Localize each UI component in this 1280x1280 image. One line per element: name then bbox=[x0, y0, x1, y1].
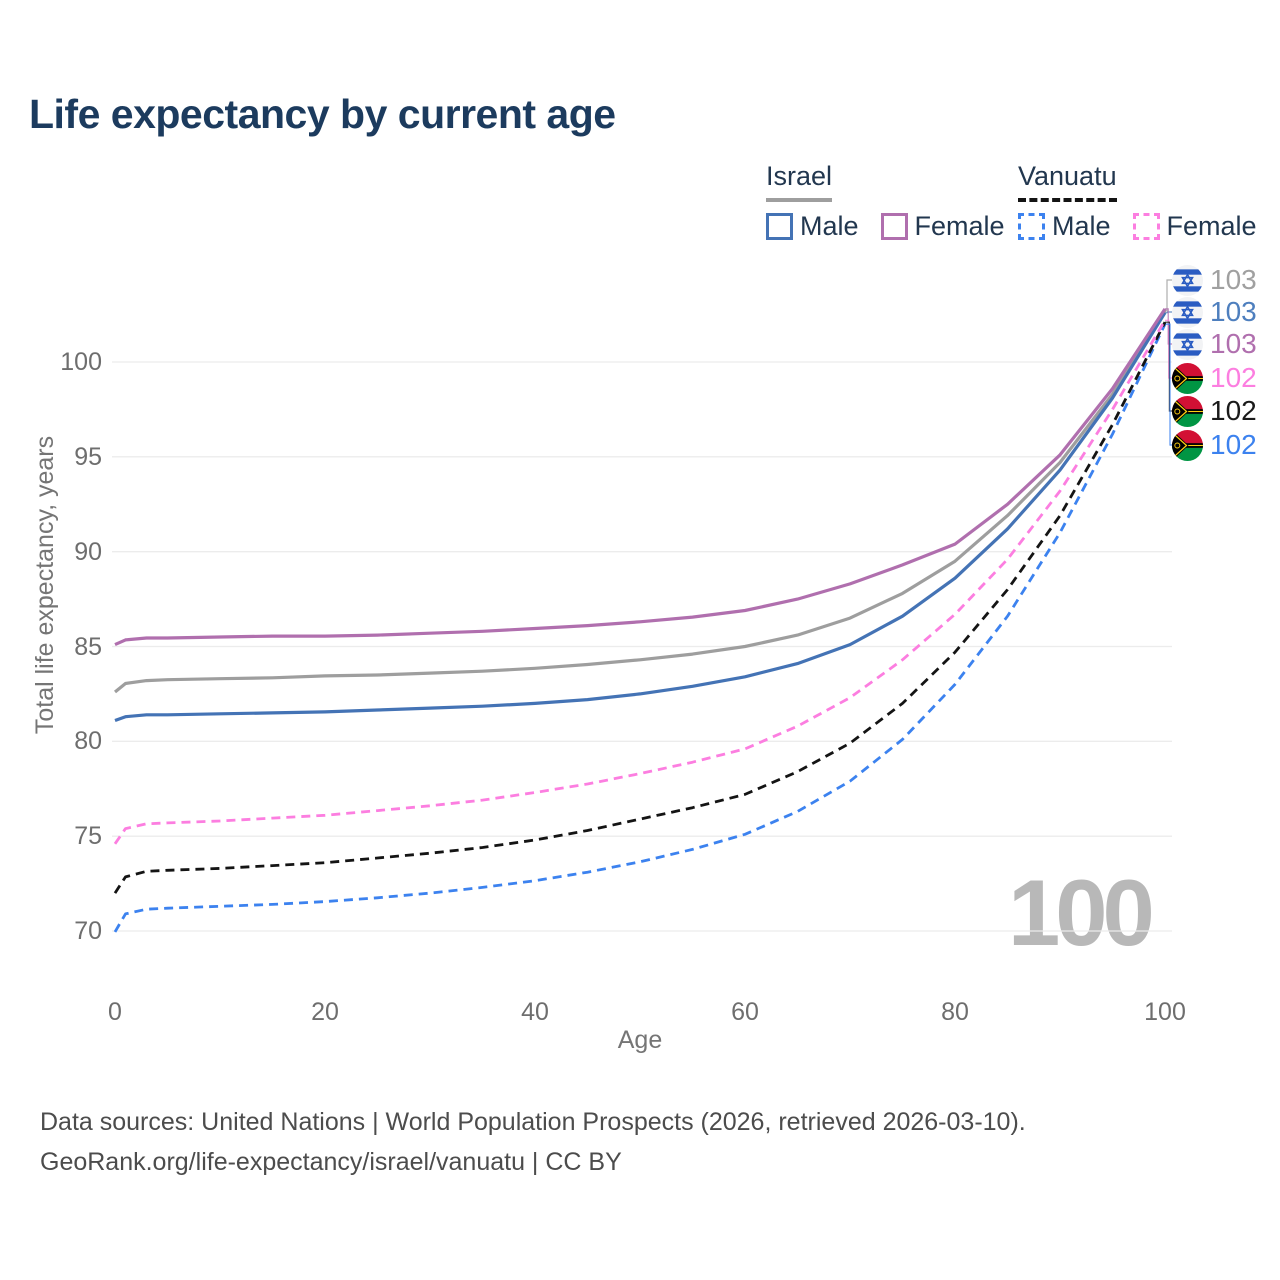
series-line-vanuatu-total[interactable] bbox=[113, 321, 1167, 894]
series-line-vanuatu-female[interactable] bbox=[113, 319, 1167, 845]
israel-flag-icon bbox=[1172, 328, 1203, 360]
vanuatu-flag-icon bbox=[1172, 395, 1203, 427]
leader-line-israel-total bbox=[1165, 279, 1172, 312]
x-tick-label-40: 40 bbox=[521, 998, 549, 1026]
legend-label: Male bbox=[800, 211, 859, 241]
x-tick-label-100: 100 bbox=[1144, 998, 1186, 1026]
end-label-value: 102 bbox=[1210, 395, 1257, 426]
y-tick-label-80: 80 bbox=[74, 727, 102, 756]
end-label-value: 102 bbox=[1210, 362, 1257, 393]
legend-item-vanuatu-female[interactable]: Female bbox=[1132, 211, 1257, 242]
y-tick-label-90: 90 bbox=[74, 537, 102, 566]
watermark-100: 100 bbox=[1008, 860, 1155, 965]
end-label-value: 103 bbox=[1210, 264, 1257, 295]
y-tick-label-95: 95 bbox=[74, 442, 102, 471]
x-tick-label-0: 0 bbox=[108, 998, 122, 1026]
leader-line-vanuatu-female bbox=[1165, 319, 1172, 379]
israel-female-swatch-icon bbox=[880, 213, 908, 240]
end-label-value: 102 bbox=[1210, 429, 1257, 460]
vanuatu-flag-icon bbox=[1172, 429, 1203, 461]
leader-line-israel-male bbox=[1165, 311, 1172, 314]
legend-header-vanuatu[interactable]: Vanuatu bbox=[1018, 161, 1117, 202]
israel-male-swatch-icon bbox=[766, 213, 793, 240]
series-line-israel-female[interactable] bbox=[114, 308, 1167, 647]
series-line-israel-total[interactable] bbox=[113, 309, 1167, 694]
end-label-vanuatu-total: 102 bbox=[1172, 395, 1257, 427]
end-label-value: 103 bbox=[1210, 296, 1257, 327]
leader-line-vanuatu-male bbox=[1165, 323, 1172, 446]
chart-title: Life expectancy by current age bbox=[29, 91, 616, 137]
end-label-israel-male: 103 bbox=[1172, 296, 1257, 328]
legend-item-israel-male[interactable]: Male bbox=[766, 211, 859, 242]
series-line-vanuatu-male[interactable] bbox=[113, 323, 1167, 933]
legend-item-israel-female[interactable]: Female bbox=[880, 211, 1005, 242]
footer-data-sources: Data sources: United Nations | World Pop… bbox=[40, 1108, 1026, 1136]
series-line-israel-male[interactable] bbox=[114, 311, 1167, 723]
legend-group-israel: Israel Male Female bbox=[766, 161, 1005, 242]
israel-flag-icon bbox=[1172, 264, 1203, 296]
legend-items-vanuatu: Male Female bbox=[1018, 211, 1257, 242]
legend-group-vanuatu: Vanuatu Male Female bbox=[1018, 161, 1257, 242]
y-tick-label-70: 70 bbox=[74, 917, 102, 945]
legend-label: Female bbox=[914, 211, 1005, 241]
y-tick-label-100: 100 bbox=[60, 348, 102, 376]
y-tick-label-75: 75 bbox=[74, 822, 102, 851]
vanuatu-female-swatch-icon bbox=[1132, 213, 1160, 240]
legend-item-vanuatu-male[interactable]: Male bbox=[1018, 211, 1111, 242]
end-label-vanuatu-male: 102 bbox=[1172, 429, 1257, 461]
x-tick-label-20: 20 bbox=[311, 998, 339, 1026]
israel-flag-icon bbox=[1172, 296, 1203, 328]
y-tick-label-85: 85 bbox=[74, 632, 102, 661]
end-label-israel-total: 103 bbox=[1172, 264, 1257, 296]
vanuatu-male-swatch-icon bbox=[1018, 213, 1045, 240]
legend-label: Male bbox=[1052, 211, 1111, 241]
x-axis-title: Age bbox=[617, 1026, 663, 1054]
x-tick-label-80: 80 bbox=[941, 998, 969, 1026]
end-label-value: 103 bbox=[1210, 328, 1257, 359]
leader-line-israel-female bbox=[1165, 308, 1172, 345]
legend-header-israel[interactable]: Israel bbox=[766, 161, 833, 202]
legend-items-israel: Male Female bbox=[766, 211, 1005, 242]
x-tick-label-60: 60 bbox=[731, 998, 759, 1026]
end-label-vanuatu-female: 102 bbox=[1172, 362, 1257, 394]
vanuatu-flag-icon bbox=[1172, 362, 1203, 394]
end-label-israel-female: 103 bbox=[1172, 328, 1257, 360]
legend-label: Female bbox=[1166, 211, 1257, 241]
leader-line-vanuatu-total bbox=[1165, 321, 1172, 412]
footer-attribution: GeoRank.org/life-expectancy/israel/vanua… bbox=[40, 1148, 622, 1176]
